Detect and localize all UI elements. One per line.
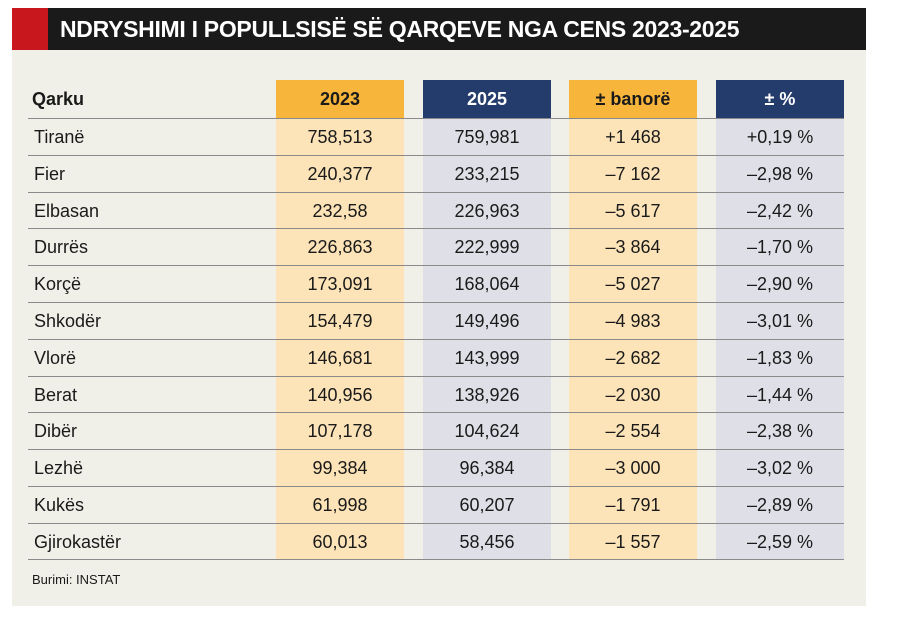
column-band-2023 (276, 80, 404, 560)
cell-change-residents: –1 791 (605, 494, 661, 515)
cell-change-residents: –7 162 (605, 163, 661, 184)
column-band-diff (569, 80, 697, 560)
cell-2025: 226,963 (454, 200, 520, 221)
cell-change-residents: +1 468 (605, 127, 661, 147)
cell-2023: 107,178 (307, 421, 373, 442)
cell-2025: 104,624 (454, 421, 520, 442)
cell-change-residents: –2 554 (605, 421, 661, 442)
cell-change-residents: –3 000 (605, 458, 661, 479)
cell-2023: 146,681 (307, 347, 373, 368)
table-body: Tiranë 758,513 759,981 +1 468 +0,19 % Fier 240… (28, 118, 844, 560)
table-row: Korçë 173,091 168,064 –5 027 –2,90 % (28, 265, 844, 302)
cell-2025: 138,926 (454, 384, 520, 405)
cell-2023: 61,998 (312, 494, 368, 515)
header-change-percent: ± % (716, 80, 844, 118)
cell-qarku: Vlorë (34, 347, 77, 368)
table-row: Tiranë 758,513 759,981 +1 468 +0,19 % (28, 118, 844, 155)
cell-2023: 60,013 (312, 531, 368, 552)
cell-qarku: Berat (34, 384, 78, 405)
cell-2025: 168,064 (454, 274, 520, 295)
cell-change-percent: –3,02 % (746, 458, 814, 479)
cell-change-percent: –2,42 % (746, 200, 814, 221)
cell-qarku: Gjirokastër (34, 531, 122, 552)
cell-2023: 758,513 (307, 127, 373, 147)
cell-change-residents: –2 682 (605, 347, 661, 368)
table-row: Vlorë 146,681 143,999 –2 682 –1,83 % (28, 338, 844, 376)
cell-2025: 759,981 (454, 127, 520, 147)
header-change-residents: ± banorë (569, 80, 697, 118)
cell-change-residents: –5 027 (605, 274, 661, 295)
cell-change-residents: –4 983 (605, 310, 661, 331)
cell-change-residents: –5 617 (605, 200, 661, 221)
cell-2025: 233,215 (454, 163, 520, 184)
table-row: Durrës 226,863 222,999 –3 864 –1,70 % (28, 228, 844, 265)
title-bar: NDRYSHIMI I POPULLSISË SË QARQEVE NGA CE… (12, 8, 866, 50)
cell-qarku: Lezhë (34, 458, 84, 479)
cell-2023: 99,384 (312, 458, 368, 479)
cell-qarku: Korçë (34, 274, 82, 295)
source-note: Burimi: INSTAT (32, 572, 121, 587)
cell-2023: 226,863 (307, 237, 373, 258)
table-row: Lezhë 99,384 96,384 –3 000 –3,02 % (28, 449, 844, 486)
cell-2023: 154,479 (307, 310, 373, 331)
cell-qarku: Kukës (34, 494, 85, 515)
cell-2023: 240,377 (307, 163, 373, 184)
cell-change-percent: –2,38 % (746, 421, 814, 442)
cell-change-percent: –3,01 % (746, 310, 814, 331)
cell-change-percent: –1,44 % (746, 384, 814, 405)
column-band-2025 (423, 80, 551, 560)
cell-2025: 143,999 (454, 347, 520, 368)
cell-change-residents: –2 030 (605, 384, 661, 405)
chart-title: NDRYSHIMI I POPULLSISË SË QARQEVE NGA CE… (60, 16, 740, 42)
cell-2023: 140,956 (307, 384, 373, 405)
cell-change-percent: –2,98 % (746, 163, 814, 184)
cell-qarku: Shkodër (34, 310, 102, 331)
header-2025: 2025 (423, 80, 551, 118)
cell-2023: 173,091 (307, 274, 373, 295)
table-row: Shkodër 154,479 149,496 –4 983 –3,01 % (28, 301, 844, 339)
cell-qarku: Durrës (34, 237, 89, 258)
cell-change-residents: –1 557 (605, 531, 661, 552)
cell-change-percent: –1,70 % (746, 237, 814, 258)
cell-2025: 96,384 (459, 458, 515, 479)
cell-qarku: Fier (34, 163, 65, 184)
cell-2025: 58,456 (459, 531, 515, 552)
title-accent-block (12, 8, 48, 50)
cell-change-residents: –3 864 (605, 237, 661, 258)
cell-2025: 60,207 (459, 494, 515, 515)
cell-2025: 222,999 (454, 237, 520, 258)
cell-qarku: Elbasan (34, 200, 100, 221)
column-band-pct (716, 80, 844, 560)
table-row: Fier 240,377 233,215 –7 162 –2,98 % (28, 154, 844, 192)
table-row: Berat 140,956 138,926 –2 030 –1,44 % (28, 375, 844, 413)
cell-qarku: Dibër (34, 421, 78, 442)
cell-change-percent: –2,90 % (746, 274, 814, 295)
cell-change-percent: –1,83 % (746, 347, 814, 368)
cell-change-percent: –2,89 % (746, 494, 814, 515)
cell-qarku: Tiranë (34, 127, 85, 147)
header-2023: 2023 (276, 80, 404, 118)
table-row: Gjirokastër 60,013 58,456 –1 557 –2,59 % (28, 522, 844, 560)
header-qarku: Qarku (32, 89, 85, 109)
table-row: Dibër 107,178 104,624 –2 554 –2,38 % (28, 412, 844, 449)
cell-change-percent: –2,59 % (746, 531, 814, 552)
cell-change-percent: +0,19 % (746, 127, 814, 147)
cell-2025: 149,496 (454, 310, 520, 331)
table-row: Elbasan 232,58 226,963 –5 617 –2,42 % (28, 191, 844, 229)
table-row: Kukës 61,998 60,207 –1 791 –2,89 % (28, 485, 844, 523)
cell-2023: 232,58 (312, 200, 368, 221)
